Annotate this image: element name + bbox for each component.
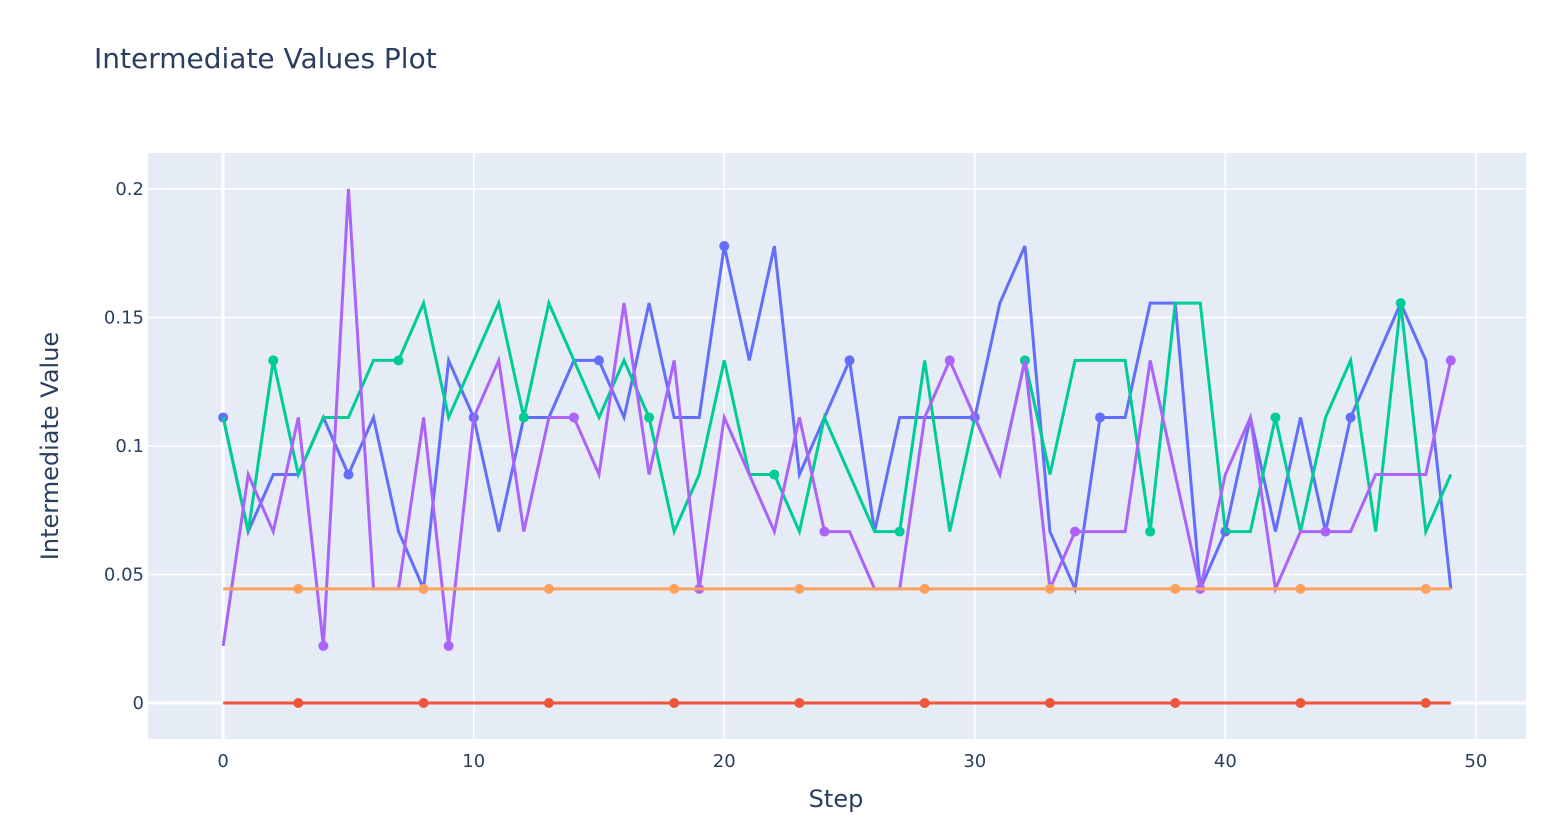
data-point [1320,526,1331,537]
series-1 [218,241,1453,595]
data-point [1420,583,1431,594]
data-point [268,355,279,366]
x-tick-labels: 0 10 20 30 40 50 [217,751,1487,772]
data-point [343,469,354,480]
data-point [1270,412,1281,423]
x-axis-title: Step [809,785,864,813]
x-tick-label: 20 [713,751,736,772]
data-point [819,526,830,537]
data-point [919,698,930,709]
x-tick-label: 30 [963,751,986,772]
data-point [844,355,855,366]
y-axis-title: Intermediate Value [36,332,64,560]
data-point [418,698,429,709]
data-point [1420,698,1431,709]
series-line [221,245,1453,595]
data-point [719,241,730,252]
data-point [318,640,329,651]
x-tick-label: 40 [1214,751,1237,772]
data-point [944,355,955,366]
y-tick-label: 0.1 [115,436,144,457]
data-point [1395,298,1406,309]
data-point [1345,412,1356,423]
series-layer [218,188,1456,709]
series-line [221,188,1453,647]
data-point [543,698,554,709]
data-point [1145,526,1156,537]
series-4 [221,188,1456,651]
y-tick-label: 0.05 [104,565,144,586]
data-point [293,583,304,594]
data-point [1170,698,1181,709]
data-point [518,412,529,423]
data-point [919,583,930,594]
data-point [769,469,780,480]
data-point [669,698,680,709]
y-tick-label: 0.2 [115,179,144,200]
x-tick-label: 10 [462,751,485,772]
data-point [1170,583,1181,594]
series-line [221,298,1453,538]
data-point [393,355,404,366]
data-point [1070,526,1081,537]
data-point [593,355,604,366]
data-point [794,698,805,709]
series-3 [221,298,1453,538]
chart-title: Intermediate Values Plot [94,42,437,75]
y-tick-label: 0.15 [104,307,144,328]
data-point [794,583,805,594]
y-tick-label: 0 [133,693,144,714]
data-point [669,583,680,594]
x-tick-label: 50 [1464,751,1487,772]
data-point [644,412,655,423]
data-point [894,526,905,537]
data-point [543,583,554,594]
x-tick-label: 0 [217,751,228,772]
y-tick-labels: 0 0.05 0.1 0.15 0.2 [104,179,144,714]
series-2 [223,698,1451,709]
data-point [1044,583,1055,594]
data-point [1095,412,1106,423]
data-point [293,698,304,709]
data-point [1445,355,1456,366]
data-point [568,412,579,423]
data-point [1295,698,1306,709]
data-point [418,583,429,594]
data-point [1295,583,1306,594]
data-point [1044,698,1055,709]
data-point [443,640,454,651]
series-5 [223,583,1451,594]
